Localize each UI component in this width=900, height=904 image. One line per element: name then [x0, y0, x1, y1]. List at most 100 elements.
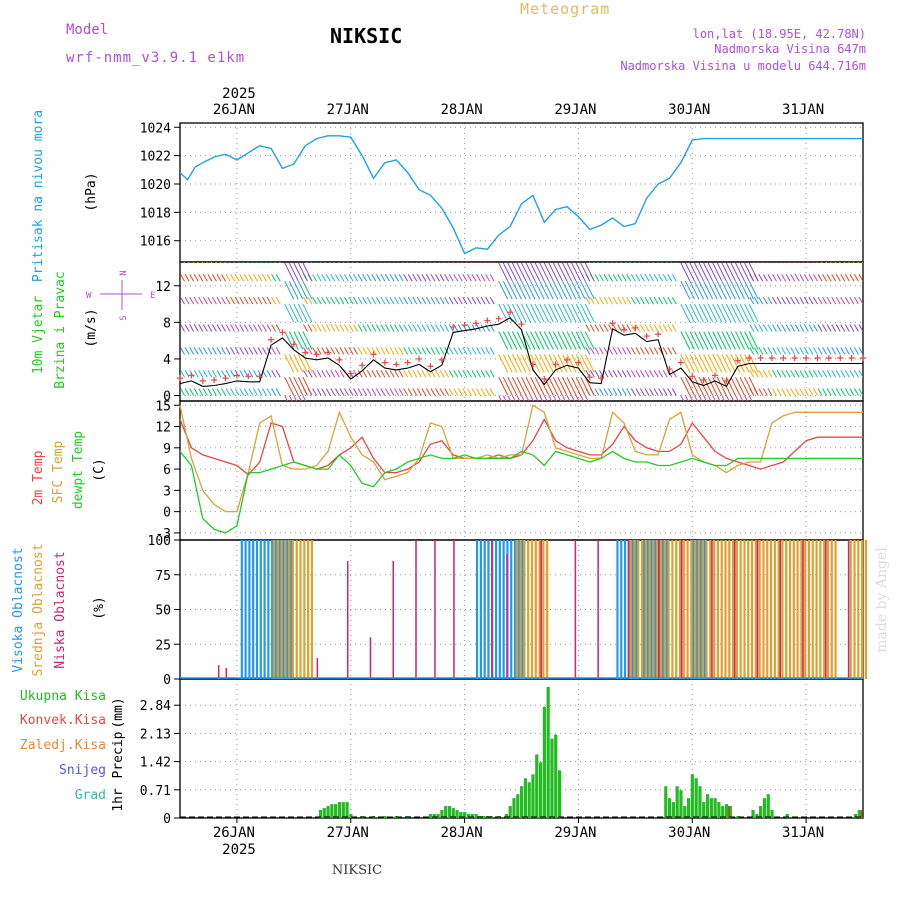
y-tick-label: 0 [163, 812, 171, 827]
compass-east: E [150, 291, 155, 301]
wind-barb [385, 296, 390, 305]
wind-barb [398, 273, 404, 282]
wind-barb [416, 324, 422, 332]
wind-barb [617, 296, 623, 305]
wind-barb [239, 347, 245, 355]
wind-barb [421, 388, 427, 396]
wind-barb [521, 354, 531, 373]
wind-barb [813, 324, 818, 332]
mid-cloud-bar [686, 540, 689, 679]
wind-barb [230, 347, 236, 355]
wind-barb [689, 280, 700, 300]
gust-marker [791, 355, 798, 362]
wind-barb [334, 369, 340, 378]
wind-barb [198, 369, 204, 378]
wind-barb [293, 262, 304, 282]
wind-barb [184, 273, 190, 282]
high-cloud-bar [642, 540, 646, 679]
wind-barb [684, 395, 689, 401]
wind-barb [562, 331, 572, 350]
temp-unit: (C) [92, 458, 107, 481]
wind-barb [521, 303, 531, 323]
wind-barb [216, 273, 222, 282]
wind-barb [353, 324, 359, 332]
wind-barb [234, 296, 240, 305]
wind-barb [262, 296, 267, 305]
mid-cloud-bar [690, 540, 693, 679]
wind-barb [854, 347, 859, 355]
wind-barb [375, 347, 381, 355]
wind-barb [707, 377, 718, 396]
gust-marker [609, 320, 616, 327]
wind-barb [344, 388, 349, 396]
wind-barb [339, 347, 345, 355]
wind-barb [362, 369, 368, 378]
wind-barb [266, 324, 272, 332]
gust-marker [245, 373, 252, 380]
wind-barb [485, 296, 491, 305]
wind-barb [243, 273, 249, 282]
date-label: 27JAN [327, 825, 369, 841]
wind-barb [817, 369, 823, 378]
panel-pressure: 1016 1018 1020 1022 1024 [140, 121, 864, 263]
wind-barb [207, 347, 213, 355]
wind-barb [662, 369, 668, 378]
wind-barb [357, 296, 363, 305]
temp-ylabel-1: 2m Temp [31, 450, 46, 505]
wind-barb [808, 369, 814, 378]
wind-barb [694, 395, 698, 401]
gust-marker [359, 362, 366, 369]
gust-marker [768, 355, 775, 362]
wind-barb [202, 324, 208, 332]
wind-barb [348, 347, 354, 355]
wind-barb [794, 296, 800, 305]
wind-barb [385, 388, 390, 396]
wind-barb [448, 388, 454, 396]
wind-barb [803, 273, 809, 282]
wind-barb [371, 296, 377, 305]
wind-barb [703, 280, 714, 300]
wind-barb [808, 324, 814, 332]
wind-barb [466, 388, 472, 396]
wind-barb [584, 354, 595, 373]
wind-barb [257, 388, 263, 396]
wind-barb [644, 388, 650, 396]
date-label: 26JAN [213, 102, 255, 118]
wind-barb [193, 369, 199, 378]
high-cloud-bar [475, 540, 479, 679]
precip-bar [857, 810, 861, 818]
wind-barb [275, 273, 281, 282]
wind-barb [412, 296, 418, 305]
mid-cloud-bar [656, 540, 659, 679]
wind-barb [498, 377, 509, 396]
top-date-axis: 26JAN 27JAN 28JAN 29JAN 30JAN 31JAN [213, 102, 824, 118]
wind-barb [753, 347, 759, 355]
gust-marker [484, 317, 491, 324]
gust-marker [336, 356, 343, 363]
wind-barb [826, 273, 832, 282]
wind-barb [448, 324, 454, 332]
wind-barb [854, 369, 859, 378]
mid-cloud-bar [750, 540, 754, 679]
wind-barb [385, 347, 390, 355]
wind-barb [716, 303, 727, 323]
wind-barb [266, 273, 272, 282]
wind-barb [225, 369, 231, 378]
wind-barb [216, 388, 222, 396]
wind-barb [462, 347, 468, 355]
wind-barb [303, 296, 308, 305]
compass-north: N [119, 270, 129, 275]
gust-marker [302, 349, 309, 356]
wind-barb [297, 395, 302, 401]
wind-barb [662, 324, 668, 332]
wind-barb [366, 324, 372, 332]
precip-bar [512, 798, 516, 818]
low-cloud-bar [506, 553, 508, 679]
mid-cloud-bar [546, 540, 549, 679]
wind-barb [721, 354, 732, 373]
wind-barb [817, 388, 823, 396]
wind-barb [817, 273, 823, 282]
wind-barb [302, 303, 313, 323]
wind-barb [293, 354, 304, 373]
wind-barb [498, 280, 509, 300]
